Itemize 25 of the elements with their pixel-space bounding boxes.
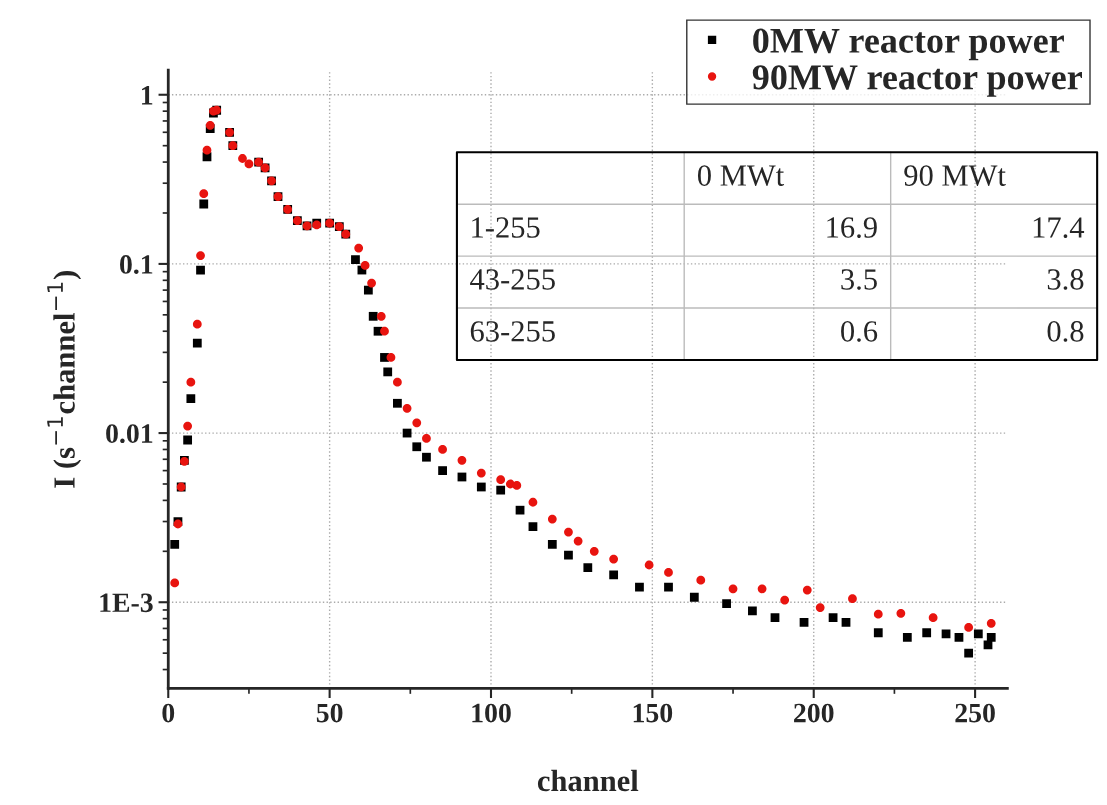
annotation: 1-255	[472, 217, 540, 238]
y-tick-label: 0.1	[120, 255, 153, 274]
y-tick-label: 1	[142, 86, 153, 105]
legend-label: 90MW reactor power	[752, 65, 1082, 97]
text: 3.8	[1047, 269, 1084, 290]
x-tick-label: 200	[794, 703, 834, 723]
annotation: 16.9	[827, 217, 877, 238]
y-tick-label: 0.01	[106, 424, 153, 444]
text: 17.4	[1033, 217, 1085, 238]
annotation: 0 MWt	[697, 165, 785, 187]
y-axis-title: I (s$^{−1}$channel$^{−1}$)	[47, 271, 82, 488]
x-tick-label: 150	[633, 703, 673, 723]
x-tick-label: 50	[316, 703, 343, 723]
y-tick-label: 1E-3	[100, 593, 153, 613]
annotation: 63-255	[470, 321, 555, 342]
x-axis-title: channel	[537, 769, 639, 792]
text: 0.8	[1047, 321, 1084, 342]
x-tick-label: 250	[955, 703, 995, 723]
annotation: 43-255	[470, 269, 555, 290]
x-tick-label: 100	[472, 703, 511, 723]
legend-label: 0MW reactor power	[753, 28, 1064, 61]
annotation: 0.6	[841, 321, 878, 342]
annotation: 90 MWt	[904, 165, 1006, 187]
annotation: 3.5	[841, 269, 877, 290]
x-tick-label: 0	[162, 703, 175, 723]
